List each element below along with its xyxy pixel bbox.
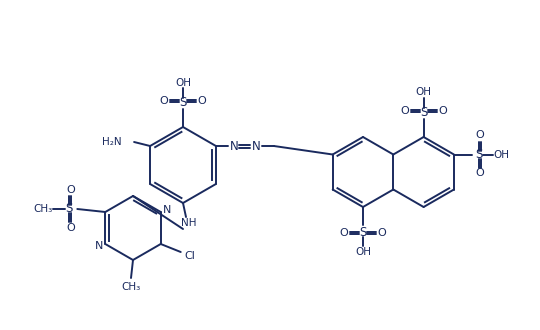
Text: Cl: Cl — [184, 251, 195, 261]
Text: O: O — [198, 96, 206, 106]
Text: CH₃: CH₃ — [122, 282, 140, 292]
Text: CH₃: CH₃ — [33, 204, 53, 214]
Text: O: O — [476, 130, 484, 141]
Text: O: O — [160, 96, 168, 106]
Text: S: S — [420, 106, 427, 118]
Text: N: N — [252, 140, 260, 152]
Text: N: N — [95, 241, 104, 251]
Text: S: S — [179, 95, 187, 109]
Text: N: N — [163, 205, 171, 215]
Text: O: O — [66, 185, 75, 195]
Text: S: S — [359, 225, 367, 239]
Text: O: O — [438, 106, 447, 116]
Text: S: S — [65, 203, 73, 215]
Text: S: S — [475, 148, 483, 161]
Text: OH: OH — [493, 149, 509, 159]
Text: NH: NH — [181, 218, 197, 228]
Text: H₂N: H₂N — [103, 137, 122, 147]
Text: O: O — [66, 223, 75, 233]
Text: O: O — [340, 228, 348, 238]
Text: OH: OH — [355, 247, 371, 257]
Text: O: O — [400, 106, 409, 116]
Text: O: O — [476, 169, 484, 179]
Text: OH: OH — [416, 87, 431, 97]
Text: OH: OH — [175, 78, 191, 88]
Text: O: O — [377, 228, 387, 238]
Text: N: N — [230, 140, 238, 152]
